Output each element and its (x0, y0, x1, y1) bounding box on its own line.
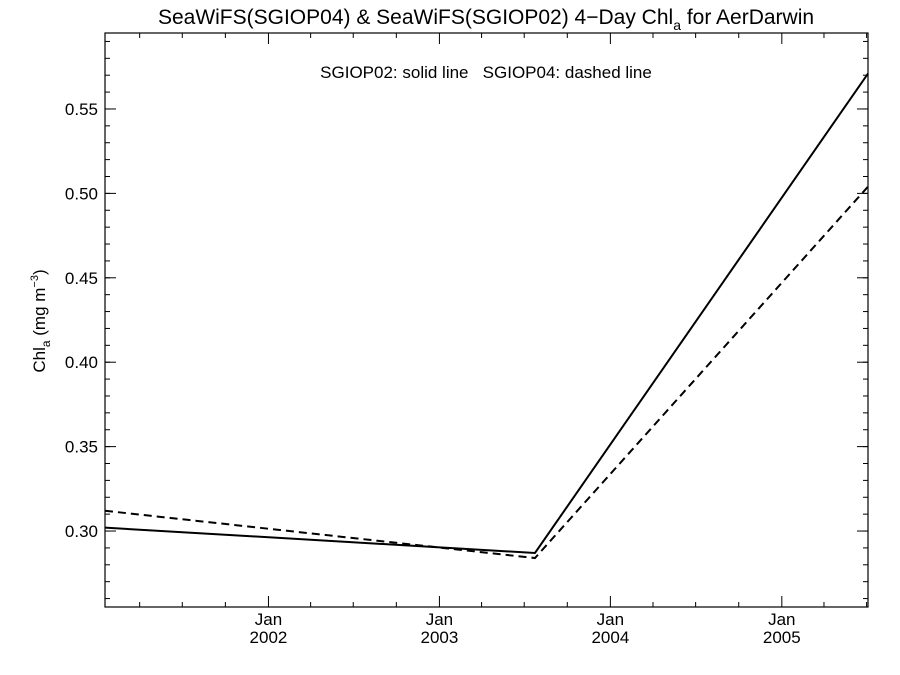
y-tick-label: 0.55 (65, 100, 98, 119)
chart-title-subscript: a (673, 17, 681, 33)
x-tick-label-year: 2002 (250, 628, 288, 647)
x-tick-label-year: 2005 (763, 628, 801, 647)
series-line-dashed (104, 185, 869, 560)
plot-frame (104, 32, 869, 608)
y-tick-label: 0.30 (65, 522, 98, 541)
series-lines (104, 72, 869, 560)
chart-title-end: for AerDarwin (681, 6, 814, 29)
chart-title-main: SeaWiFS(SGIOP04) & SeaWiFS(SGIOP02) 4−Da… (158, 6, 673, 29)
y-axis-label: Chla (mg m−3) (29, 269, 53, 372)
x-tick-label-year: 2003 (421, 628, 459, 647)
x-tick-label-month: Jan (255, 610, 282, 629)
y-axis-label-superscript: −3 (29, 275, 41, 288)
y-tick-label: 0.35 (65, 438, 98, 457)
x-tick-label-year: 2004 (591, 628, 629, 647)
line-style-annotation: SGIOP02: solid line SGIOP04: dashed line (320, 63, 652, 82)
x-tick-label-month: Jan (768, 610, 795, 629)
y-axis-label-close: ) (30, 269, 49, 275)
y-axis-label-unit: (mg m (30, 288, 49, 341)
x-tick-label-month: Jan (597, 610, 624, 629)
y-axis-label-subscript: a (39, 340, 53, 347)
axis-ticks (105, 33, 868, 607)
y-tick-label: 0.50 (65, 184, 98, 203)
chart-title: SeaWiFS(SGIOP04) & SeaWiFS(SGIOP02) 4−Da… (158, 6, 814, 33)
y-axis-label-main: Chl (30, 347, 49, 373)
tick-labels: 0.300.350.400.450.500.55Jan2002Jan2003Ja… (65, 100, 801, 647)
y-tick-label: 0.40 (65, 353, 98, 372)
series-line-solid (104, 72, 869, 555)
x-tick-label-month: Jan (426, 610, 453, 629)
y-tick-label: 0.45 (65, 269, 98, 288)
